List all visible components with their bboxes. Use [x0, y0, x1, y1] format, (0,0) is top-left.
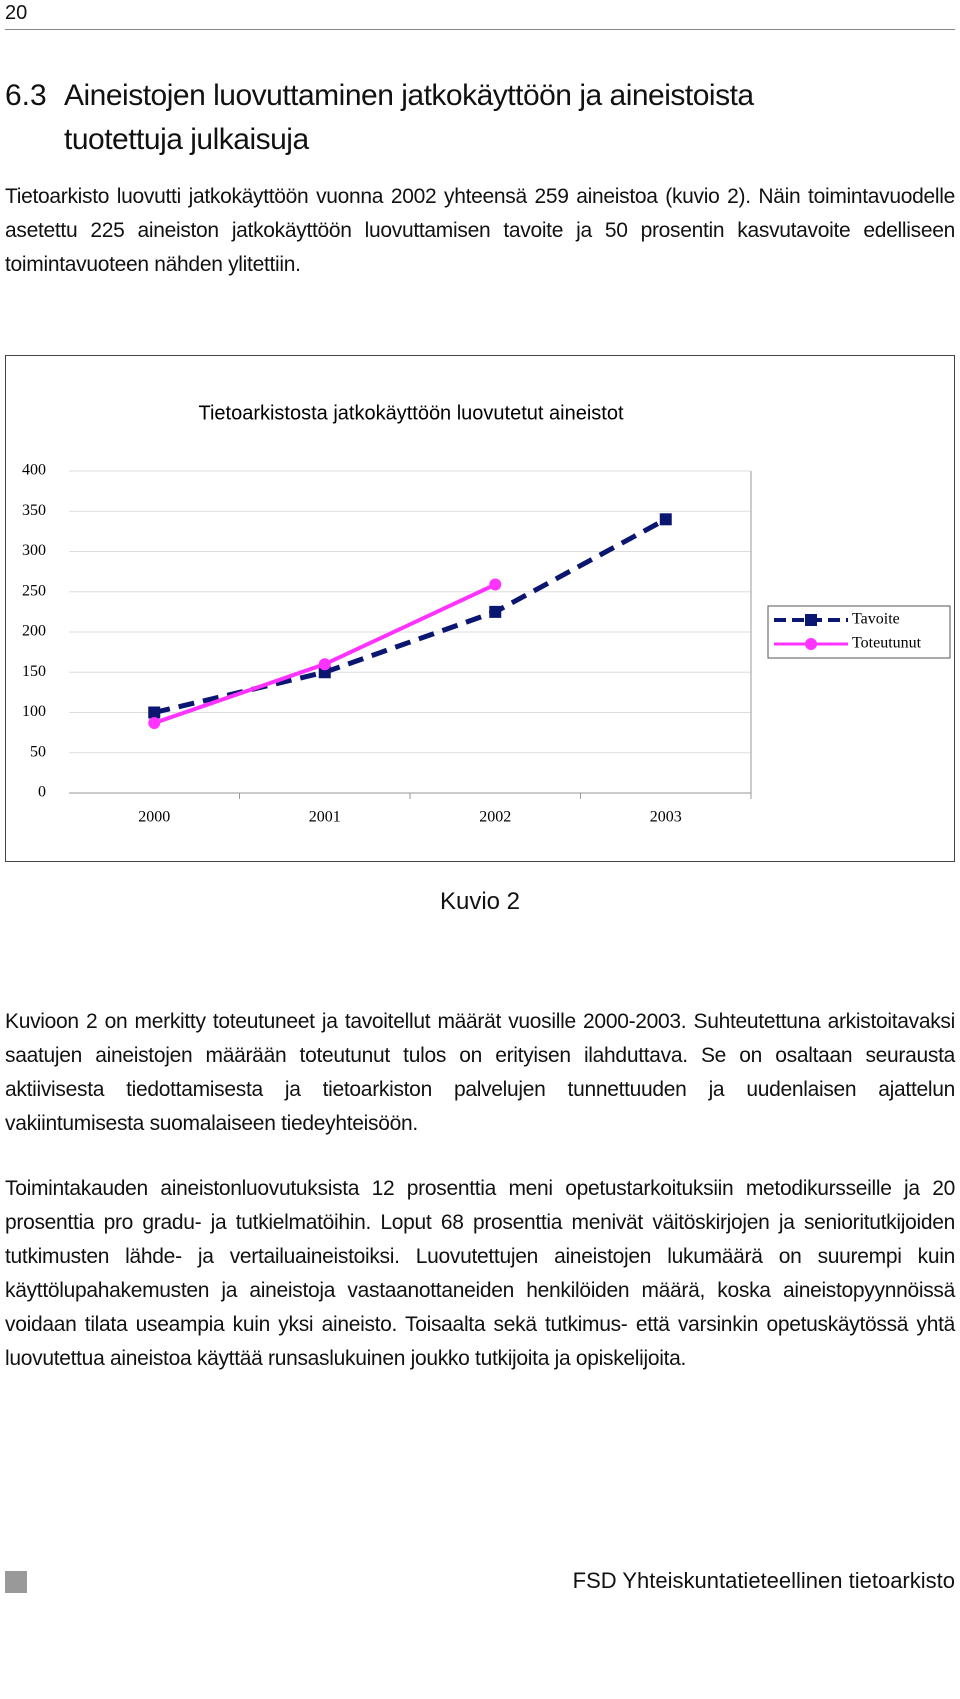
x-tick-label: 2003	[650, 809, 682, 826]
x-tick-label: 2001	[309, 809, 341, 826]
y-tick-label: 250	[22, 582, 46, 599]
x-tick-label: 2000	[138, 809, 170, 826]
series-line	[153, 517, 667, 715]
caption: Kuvio 2	[439, 888, 521, 915]
y-tick-label: 200	[22, 623, 46, 640]
y-tick-label: 150	[22, 663, 46, 680]
legend-marker	[805, 638, 817, 650]
paragraph: Kuvioon 2 on merkitty toteutuneet ja tav…	[5, 1010, 955, 1135]
y-tick-label: 50	[30, 743, 46, 760]
point	[659, 513, 672, 526]
paragraph: Toimintakauden aineistonluovutuksista 12…	[5, 1177, 955, 1370]
point	[489, 578, 502, 591]
footer-square	[5, 1571, 27, 1593]
point	[148, 716, 161, 729]
heading-number: 6.3	[5, 79, 47, 112]
y-tick-label: 100	[22, 703, 46, 720]
chart-title: Tietoarkistosta jatkokäyttöön luovutetut…	[198, 402, 623, 424]
footer: FSD Yhteiskuntatieteellinen tietoarkisto	[572, 1568, 955, 1593]
point	[148, 706, 161, 719]
legend-box	[767, 605, 951, 659]
legend-label: Tavoite	[852, 611, 900, 628]
point	[489, 605, 502, 618]
page-number: 20	[5, 2, 28, 24]
x-tick-label: 2002	[479, 809, 511, 826]
chart: Tietoarkistosta jatkokäyttöön luovutetut…	[5, 355, 955, 862]
y-tick-label: 350	[22, 502, 46, 519]
point	[318, 658, 331, 671]
legend-label: Toteutunut	[852, 635, 922, 652]
heading: Aineistojen luovuttaminen jatkokäyttöön …	[64, 79, 754, 156]
header-rule	[5, 29, 955, 30]
y-tick-label: 300	[22, 542, 46, 559]
legend-marker	[805, 614, 817, 626]
paragraph: Tietoarkisto luovutti jatkokäyttöön vuon…	[5, 185, 955, 276]
y-tick-label: 400	[22, 462, 46, 479]
y-tick-label: 0	[38, 784, 46, 801]
